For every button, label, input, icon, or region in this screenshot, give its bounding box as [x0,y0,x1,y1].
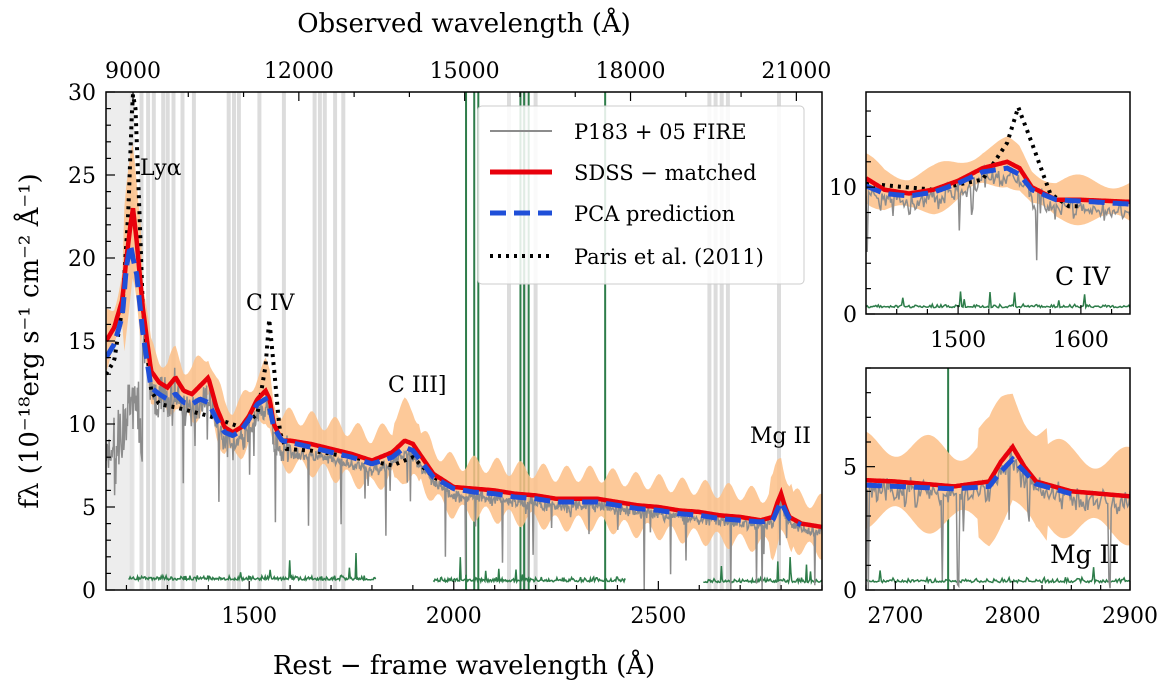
sky-band [507,92,511,590]
y-tick-label: 5 [82,496,96,521]
inset-civ-x-tick-label: 1600 [1053,328,1109,353]
sky-band [317,92,322,590]
annotation-mgii: Mg II [750,424,811,449]
inset-civ-ticks: 1500 1600 0 10 [829,110,1113,353]
x-tick-label: 1500 [221,604,277,629]
legend-label-pca: PCA prediction [574,202,735,226]
sky-band [777,92,781,590]
inset-mgii-ticks: 2700 2800 2900 0 5 [843,367,1158,629]
inset-civ-label: C IV [1055,262,1111,291]
inset-civ-fire-line [866,164,1130,261]
y-tick-label: 30 [68,81,96,106]
paris-template-line [106,94,455,489]
inset-civ-sdss-line [866,159,1130,205]
inset-civ-x-tick-label: 1500 [930,328,986,353]
sky-band [226,92,231,590]
sky-band [533,92,538,590]
y-tick-label: 0 [82,579,96,604]
sky-band [236,92,241,590]
y-tick-label: 15 [68,330,96,355]
annotation-civ: C IV [246,291,296,316]
inset-mgii-y-tick-label: 5 [843,456,857,481]
inset-mgii-y-tick-label: 0 [843,579,857,604]
inset-civ-error-segment [866,291,1130,310]
sky-band [333,92,338,590]
legend-label-fire: P183 + 05 FIRE [574,120,747,144]
top-x-tick-label: 9000 [105,59,161,84]
x-tick-label: 2000 [426,604,482,629]
inset-mgii-frame [865,367,1131,591]
sky-band [707,92,712,590]
y-tick-label: 10 [68,413,96,438]
top-x-tick-label: 15000 [430,59,500,84]
top-axis-title: Observed wavelength (Å) [297,7,631,39]
top-x-tick-label: 18000 [596,59,666,84]
inset-mgii-error-segment [866,567,1130,586]
fire-spectrum-line [106,333,822,590]
y-tick-label: 25 [68,164,96,189]
main-axis-ticks: 1500 2000 2500 0 5 10 15 20 25 30 9000 12000 15000 18… [68,59,831,629]
sky-band [171,92,176,590]
sky-band [281,92,286,590]
top-x-tick-label: 12000 [264,59,334,84]
inset-mgii-panel: 2700 2800 2900 0 5 Mg II [843,367,1158,629]
sky-band [161,92,166,590]
sky-band [725,92,730,590]
sky-band [151,92,156,590]
main-panel: 1500 2000 2500 0 5 10 15 20 25 30 9000 12000 15000 18… [13,7,831,681]
sky-band [713,92,718,590]
sky-band [341,92,346,590]
legend-label-sdss: SDSS − matched [574,161,757,185]
inset-mgii-pca-line [866,455,1072,497]
sky-band [312,92,317,590]
x-axis-title: Rest − frame wavelength (Å) [273,649,655,681]
inset-mgii-sdss-line [866,442,1130,499]
legend-label-paris: Paris et al. (2011) [574,245,764,269]
legend: P183 + 05 FIRE SDSS − matched PCA predic… [477,105,805,285]
sky-band [257,92,262,590]
x-tick-label: 2500 [630,604,686,629]
sky-band [165,92,170,590]
inset-civ-y-tick-label: 0 [843,303,857,328]
y-tick-label: 20 [68,247,96,272]
inset-mgii-label: Mg II [1050,540,1119,569]
y-axis-title: fλ (10⁻¹⁸erg s⁻¹ cm⁻² Å⁻¹) [13,173,45,508]
annotation-ciii: C III] [388,373,446,398]
inset-mgii-x-tick-label: 2900 [1102,604,1158,629]
inset-mgii-x-tick-label: 2700 [867,604,923,629]
sky-band [322,92,327,590]
inset-mgii-x-tick-label: 2800 [985,604,1041,629]
inset-civ-error-spectrum [866,291,1130,310]
sky-band [139,92,144,590]
sdss-matched-line [106,207,822,530]
inset-civ-panel: 1500 1600 0 10 C IV [829,91,1131,353]
error-spectrum-segment [128,552,377,583]
sky-band [719,92,724,590]
sky-band [180,92,185,590]
sky-band [232,92,236,590]
sdss-matched-uncertainty-band [106,143,822,561]
sky-band [191,92,196,590]
inset-civ-y-tick-label: 10 [829,176,857,201]
top-x-tick-label: 21000 [761,59,831,84]
annotation-lya: Lyα [140,156,182,181]
inset-civ-frame [865,91,1131,315]
pca-prediction-line [106,244,802,528]
legend-box [477,105,805,285]
